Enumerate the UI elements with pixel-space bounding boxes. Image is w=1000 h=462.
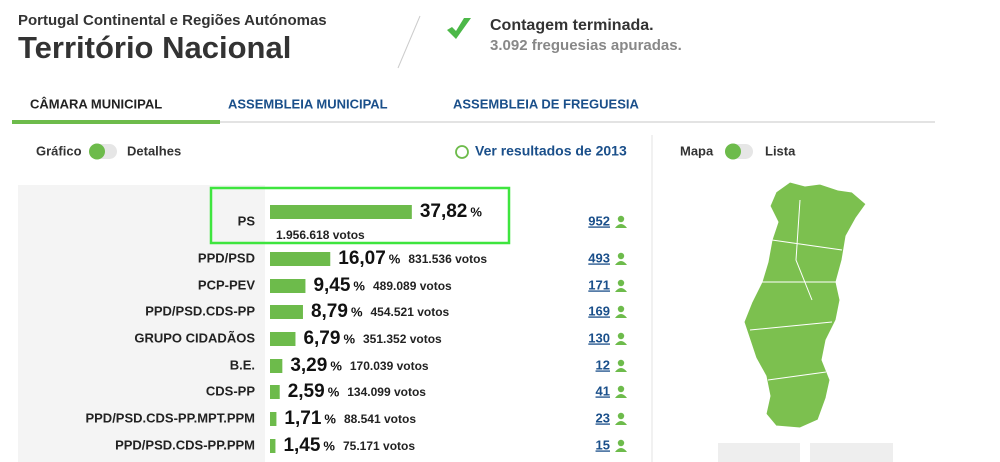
percent-sign: %	[324, 411, 336, 426]
page-title: Território Nacional	[18, 30, 291, 65]
names-panel	[18, 185, 265, 462]
person-icon-body	[615, 341, 627, 345]
check-icon	[447, 18, 471, 39]
percent: 6,79	[303, 328, 340, 349]
map-inset[interactable]	[810, 443, 893, 462]
mandates: 169	[588, 303, 610, 318]
percent-sign: %	[330, 358, 342, 373]
votes: 170.039 votos	[350, 359, 429, 373]
person-icon-head	[617, 412, 625, 420]
percent-sign: %	[343, 331, 355, 346]
percent: 1,71	[284, 408, 321, 429]
highlight	[209, 186, 511, 245]
bar	[270, 332, 296, 346]
percent: 9,45	[313, 275, 350, 296]
votes: 489.089 votos	[373, 279, 452, 293]
percent-sign: %	[353, 278, 365, 293]
map[interactable]	[743, 181, 867, 429]
bar	[270, 205, 412, 219]
percent-sign: %	[323, 438, 335, 453]
percent-sign: %	[389, 251, 401, 266]
person-icon-body	[615, 394, 627, 398]
map-borders	[749, 199, 843, 381]
person-icon-head	[617, 439, 625, 447]
mandates: 493	[588, 250, 610, 265]
percent: 1,45	[283, 435, 320, 456]
bar	[270, 412, 277, 426]
mandates: 23	[596, 410, 610, 425]
bar	[270, 385, 280, 399]
mandates: 171	[588, 277, 610, 292]
person-icon-head	[617, 385, 625, 393]
toggle-label: Lista	[765, 143, 796, 158]
person-icon-head	[617, 252, 625, 260]
percent: 16,07	[338, 248, 386, 269]
percent: 8,79	[311, 301, 348, 322]
region: Portugal Continental e Regiões Autónomas	[18, 12, 327, 29]
party-name: CDS-PP	[206, 383, 255, 398]
votes: 134.099 votos	[347, 385, 426, 399]
tab[interactable]: ASSEMBLEIA DE FREGUESIA	[453, 96, 639, 111]
votes: 831.536 votos	[408, 252, 487, 266]
percent: 2,59	[288, 381, 325, 402]
person-icon-body	[615, 314, 627, 318]
person-icon-body	[615, 448, 627, 452]
mandates: 130	[588, 330, 610, 345]
bar	[270, 359, 283, 373]
party-name: PS	[238, 213, 256, 228]
person-icon-body	[615, 288, 627, 292]
person-icon-head	[617, 305, 625, 313]
party-name: GRUPO CIDADÃOS	[134, 330, 255, 345]
divider	[397, 15, 421, 69]
votes: 75.171 votos	[343, 439, 415, 453]
tab[interactable]: CÂMARA MUNICIPAL	[30, 96, 162, 111]
person-icon-head	[617, 332, 625, 340]
party-name: PPD/PSD.CDS-PP.PPM	[115, 437, 255, 452]
person-icon-body	[615, 421, 627, 425]
percent: 37,82	[420, 201, 468, 222]
status: Contagem terminada.	[490, 17, 654, 34]
toggle-label: Gráfico	[36, 143, 82, 158]
history-icon	[455, 145, 469, 159]
party-name: PCP-PEV	[198, 277, 255, 292]
toggle-knob	[89, 143, 105, 160]
person-icon-head	[617, 215, 625, 223]
person-icon-body	[615, 261, 627, 265]
votes: 454.521 votos	[371, 305, 450, 319]
percent-sign: %	[470, 204, 482, 219]
bar	[270, 439, 276, 453]
mandates: 15	[596, 437, 610, 452]
toggle-label: Mapa	[680, 143, 714, 158]
party-name: PPD/PSD.CDS-PP	[145, 303, 255, 318]
person-icon-head	[617, 359, 625, 367]
votes: 88.541 votos	[344, 412, 416, 426]
mandates: 12	[596, 357, 610, 372]
party-name: PPD/PSD.CDS-PP.MPT.PPM	[85, 410, 255, 425]
percent: 3,29	[290, 355, 327, 376]
status-detail: 3.092 freguesias apuradas.	[490, 37, 682, 54]
history-link[interactable]: Ver resultados de 2013	[475, 143, 627, 159]
votes: 351.352 votos	[363, 332, 442, 346]
bar	[270, 279, 306, 293]
percent-sign: %	[328, 384, 340, 399]
person-icon-body	[615, 224, 627, 228]
votes: 1.956.618 votos	[276, 228, 365, 242]
toggle-label: Detalhes	[127, 143, 181, 158]
person-icon-body	[615, 368, 627, 372]
mandates: 952	[588, 213, 610, 228]
toggle-knob	[725, 143, 741, 160]
bar	[270, 305, 303, 319]
party-name: B.E.	[230, 357, 255, 372]
map-inset[interactable]	[718, 443, 800, 462]
person-icon-head	[617, 279, 625, 287]
percent-sign: %	[351, 304, 363, 319]
tab[interactable]: ASSEMBLEIA MUNICIPAL	[228, 96, 388, 111]
mandates: 41	[596, 383, 610, 398]
party-name: PPD/PSD	[198, 250, 255, 265]
bar	[270, 252, 331, 266]
